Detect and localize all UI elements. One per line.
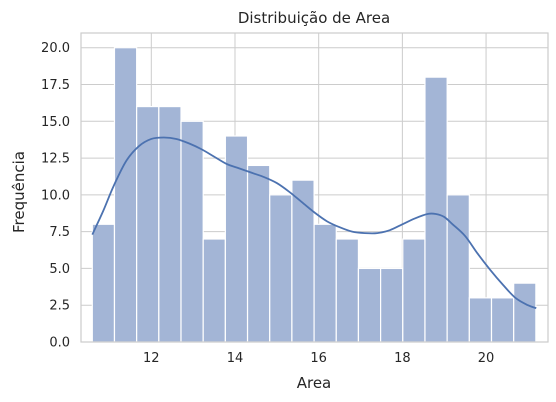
histogram-bar bbox=[380, 267, 404, 343]
x-axis-label: Area bbox=[297, 374, 332, 392]
histogram-bar bbox=[136, 105, 160, 343]
histogram-bar bbox=[446, 194, 470, 343]
histogram-bar bbox=[158, 105, 182, 343]
histogram-bar bbox=[490, 297, 515, 343]
histogram-bar bbox=[291, 179, 315, 343]
histogram-bar bbox=[269, 194, 293, 343]
y-tick-label: 0.0 bbox=[49, 336, 70, 351]
histogram-bars bbox=[91, 47, 537, 343]
plot-frame bbox=[80, 32, 549, 343]
histogram-bar bbox=[357, 267, 382, 343]
x-tick-label: 18 bbox=[394, 351, 411, 366]
y-tick-label: 15.0 bbox=[41, 115, 70, 130]
histogram-bar bbox=[335, 238, 360, 343]
histogram-bar bbox=[91, 223, 116, 343]
y-tick-label: 10.0 bbox=[41, 188, 70, 203]
x-tick-labels: 12 14 16 18 20 bbox=[143, 351, 494, 366]
histogram-bar bbox=[402, 238, 426, 343]
y-tick-label: 12.5 bbox=[41, 152, 70, 167]
histogram-bar bbox=[468, 297, 493, 343]
x-tick-label: 20 bbox=[478, 351, 495, 366]
x-tick-label: 16 bbox=[310, 351, 327, 366]
histogram-bar bbox=[313, 223, 337, 343]
histogram-bar bbox=[246, 164, 271, 343]
histogram-bar bbox=[202, 238, 226, 343]
x-tick-label: 12 bbox=[143, 351, 160, 366]
y-tick-label: 7.5 bbox=[49, 225, 70, 240]
y-tick-labels: 0.0 2.5 5.0 7.5 10.0 12.5 15.0 17.5 20.0 bbox=[41, 41, 70, 350]
y-tick-label: 20.0 bbox=[41, 41, 70, 56]
histogram-bar bbox=[113, 47, 138, 343]
x-tick-label: 14 bbox=[227, 351, 244, 366]
y-tick-label: 5.0 bbox=[49, 262, 70, 277]
y-axis-label: Frequência bbox=[10, 151, 28, 233]
histogram-bar bbox=[513, 282, 537, 343]
kde-curve bbox=[91, 136, 537, 310]
histogram-bar bbox=[424, 76, 448, 343]
y-tick-label: 17.5 bbox=[41, 78, 70, 93]
chart-title: Distribuição de Area bbox=[238, 9, 390, 27]
y-tick-label: 2.5 bbox=[49, 299, 70, 314]
histogram-bar bbox=[180, 120, 204, 343]
